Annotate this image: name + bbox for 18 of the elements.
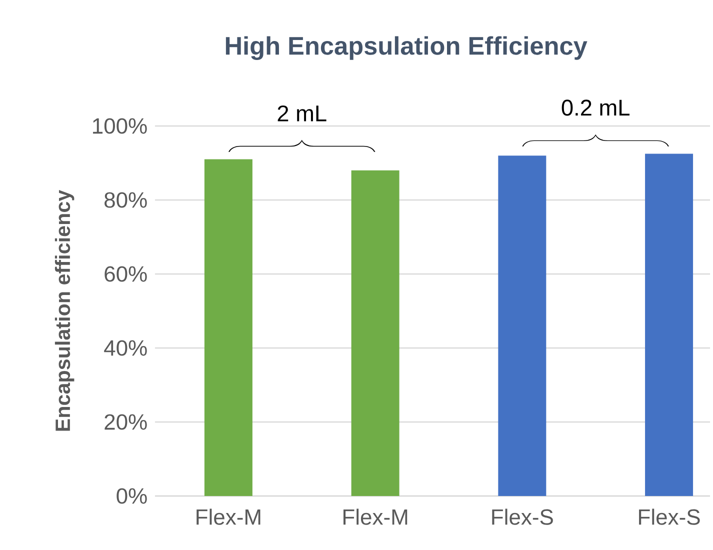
y-tick-label: 100% <box>93 118 147 134</box>
y-tick-label: 20% <box>104 414 147 430</box>
y-axis-title: Encapsulation efficiency <box>54 190 74 431</box>
y-tick-label: 60% <box>104 266 147 282</box>
bar <box>498 156 546 496</box>
bar <box>351 170 400 496</box>
text: 0.2 mL <box>562 100 630 116</box>
x-tick-label: Flex-S <box>639 508 700 525</box>
chart-title: High Encapsulation Efficiency <box>226 36 588 60</box>
y-tick-label: 80% <box>104 192 147 208</box>
bar <box>204 159 252 496</box>
x-tick-label: Flex-S <box>492 508 553 525</box>
y-tick-label: 40% <box>104 340 147 356</box>
y-tick-label: 0% <box>116 488 147 504</box>
x-tick-label: Flex-M <box>196 508 260 525</box>
bar <box>645 154 694 496</box>
text: 2 mL <box>278 105 326 122</box>
x-tick-label: Flex-M <box>343 508 408 525</box>
